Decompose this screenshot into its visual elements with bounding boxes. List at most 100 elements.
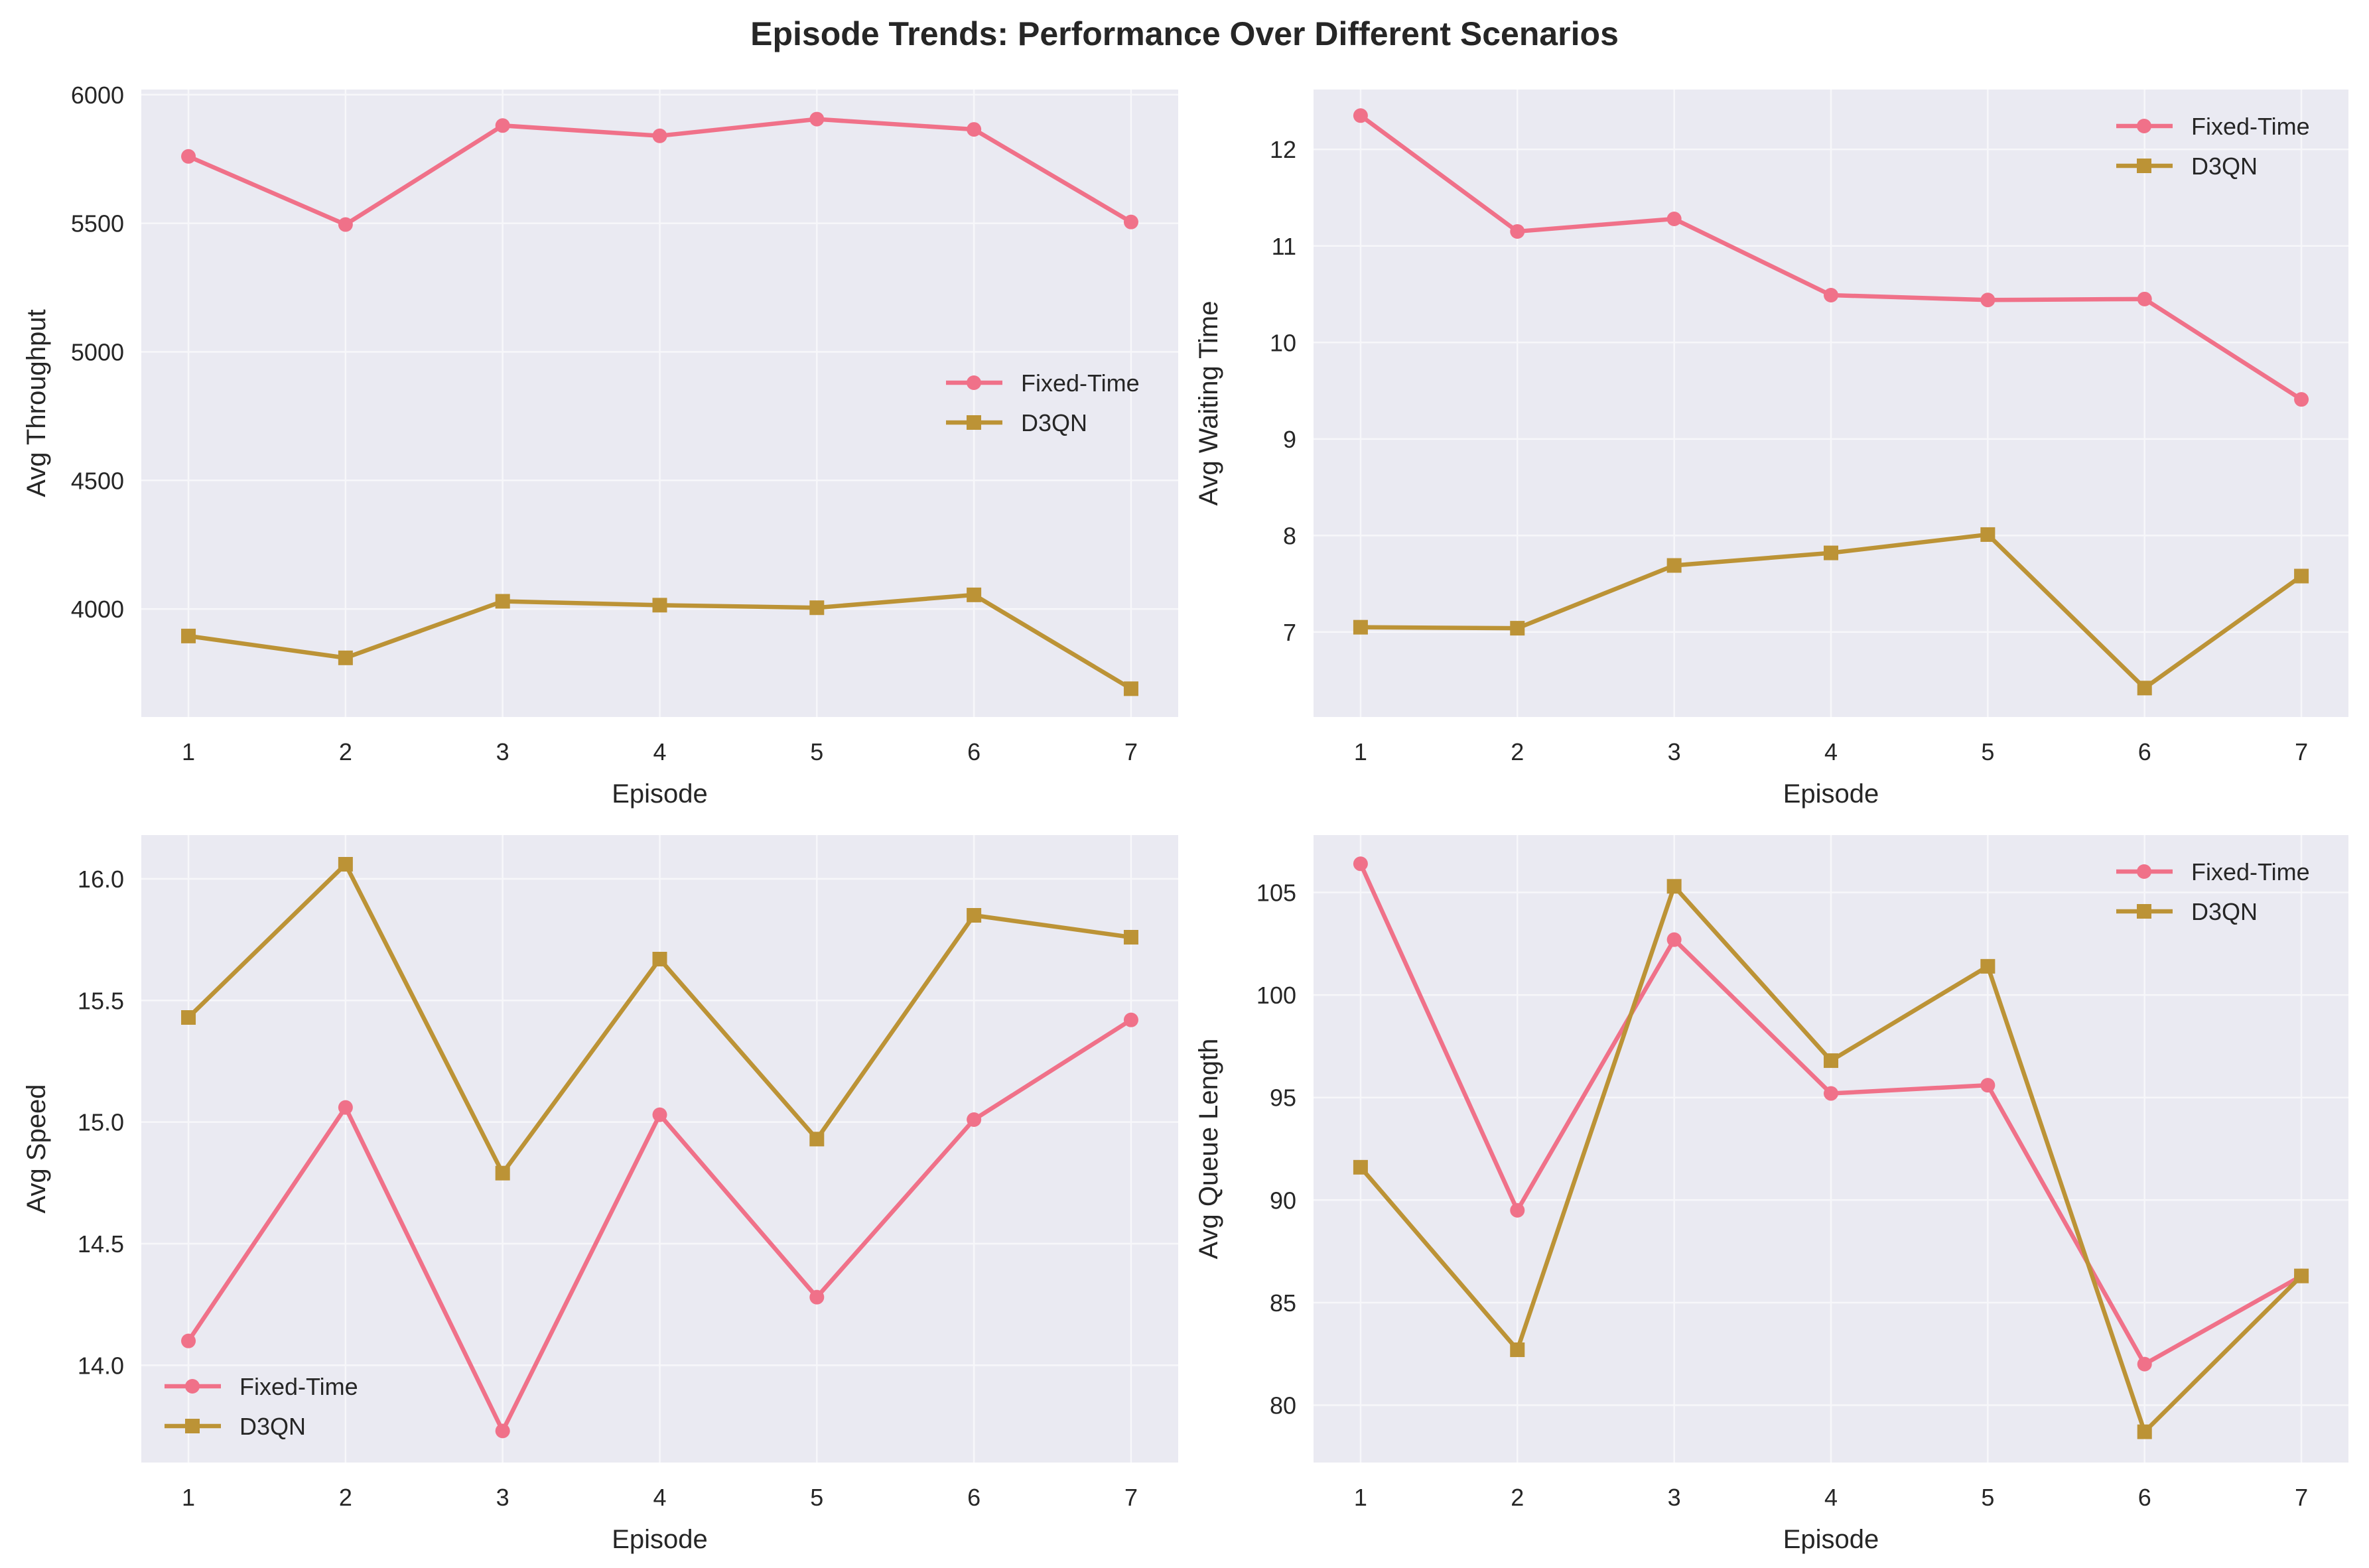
data-point	[809, 600, 825, 616]
data-point	[1980, 958, 1996, 974]
x-tick-label: 2	[339, 738, 352, 765]
y-tick-label: 80	[1270, 1392, 1296, 1419]
x-tick-label: 4	[1824, 1484, 1838, 1511]
x-tick-label: 1	[182, 738, 195, 765]
data-point	[652, 952, 667, 966]
x-tick-label: 6	[967, 738, 981, 765]
data-point	[1123, 681, 1138, 696]
data-point	[967, 1112, 982, 1127]
data-point	[2137, 1424, 2152, 1439]
chart-panel-1: 1 2 3 4 5 6 7 4000 4500 5000 5500 6000 Episode Avg Th…	[22, 82, 1178, 809]
legend-marker	[967, 375, 981, 390]
x-tick-label: 4	[653, 1484, 666, 1511]
data-point	[1510, 1342, 1525, 1357]
y-tick-label: 90	[1270, 1187, 1296, 1214]
x-tick-label: 7	[2295, 738, 2308, 765]
y-tick-label: 5000	[71, 338, 124, 365]
data-point	[338, 857, 353, 872]
y-tick-label: 9	[1283, 426, 1296, 453]
data-point	[181, 1010, 196, 1025]
data-point	[338, 1100, 353, 1115]
y-tick-label: 15.5	[78, 987, 124, 1014]
x-tick-label: 3	[1668, 738, 1681, 765]
y-tick-label: 7	[1283, 619, 1296, 646]
data-point	[1510, 621, 1525, 636]
legend-marker	[185, 1379, 200, 1394]
legend-label: Fixed-Time	[2191, 858, 2310, 885]
x-tick-label: 6	[2138, 1484, 2151, 1511]
legend: Fixed-Time D3QN	[2116, 858, 2310, 925]
y-axis-label: Avg Waiting Time	[1194, 300, 1223, 505]
y-axis-label: Avg Speed	[22, 1084, 51, 1214]
data-point	[1353, 1159, 1368, 1175]
data-point	[2294, 568, 2309, 584]
data-point	[338, 217, 353, 232]
y-tick-label: 8	[1283, 522, 1296, 549]
data-point	[495, 1165, 510, 1181]
x-tick-label: 5	[1981, 738, 1994, 765]
y-tick-label: 14.5	[78, 1230, 124, 1258]
data-point	[1123, 214, 1138, 229]
data-point	[181, 1333, 196, 1348]
data-point	[338, 650, 353, 665]
x-tick-label: 6	[967, 1484, 981, 1511]
legend-label: D3QN	[2191, 153, 2258, 180]
data-point	[495, 594, 510, 609]
data-point	[1510, 224, 1525, 239]
legend: Fixed-Time D3QN	[165, 1373, 358, 1440]
chart-panel-4: 1 2 3 4 5 6 7 80 85 90 95 100 105 Episode Avg Queue Le…	[1194, 835, 2348, 1554]
data-point	[1353, 856, 1368, 872]
data-point	[967, 587, 982, 602]
y-tick-label: 4000	[71, 596, 124, 623]
data-point	[1980, 293, 1996, 308]
data-point	[1824, 1086, 1838, 1101]
y-tick-label: 11	[1272, 233, 1296, 260]
data-point	[2137, 291, 2152, 306]
data-point	[1824, 287, 1838, 302]
x-tick-label: 6	[2138, 738, 2151, 765]
legend-marker	[967, 415, 981, 430]
data-point	[652, 598, 667, 613]
legend-label: D3QN	[2191, 898, 2258, 925]
y-tick-label: 4500	[71, 467, 124, 494]
y-tick-label: 15.0	[78, 1109, 124, 1136]
x-tick-label: 2	[1511, 1484, 1524, 1511]
data-point	[1824, 1053, 1838, 1069]
data-point	[809, 111, 825, 127]
x-tick-label: 2	[339, 1484, 352, 1511]
data-point	[1666, 558, 1682, 573]
x-tick-label: 7	[2295, 1484, 2308, 1511]
y-tick-label: 14.0	[78, 1352, 124, 1379]
legend-label: Fixed-Time	[239, 1373, 358, 1400]
x-axis-label: Episode	[1783, 779, 1879, 809]
legend: Fixed-Time D3QN	[946, 369, 1140, 436]
legend-label: D3QN	[239, 1413, 306, 1440]
data-point	[1980, 1078, 1996, 1093]
y-axis-label: Avg Throughput	[22, 309, 51, 497]
data-point	[809, 1289, 825, 1305]
x-tick-label: 3	[496, 738, 509, 765]
data-point	[1666, 932, 1682, 947]
y-tick-label: 10	[1270, 329, 1296, 356]
chart-panel-3: 1 2 3 4 5 6 7 14.0 14.5 15.0 15.5 16.0 Episode Avg Sp…	[22, 835, 1178, 1554]
x-tick-label: 2	[1511, 738, 1524, 765]
x-axis-label: Episode	[612, 1525, 708, 1554]
y-tick-label: 5500	[71, 210, 124, 237]
legend-label: D3QN	[1021, 409, 1087, 436]
x-tick-label: 5	[1981, 1484, 1994, 1511]
data-point	[1980, 527, 1996, 542]
data-point	[1824, 545, 1838, 560]
x-tick-label: 7	[1124, 1484, 1138, 1511]
data-point	[2294, 1268, 2309, 1283]
data-point	[967, 122, 982, 137]
legend-marker	[2137, 159, 2151, 173]
x-tick-label: 5	[810, 1484, 823, 1511]
legend-label: Fixed-Time	[2191, 113, 2310, 140]
figure-title: Episode Trends: Performance Over Differe…	[750, 15, 1619, 52]
data-point	[181, 628, 196, 643]
y-tick-label: 85	[1270, 1289, 1296, 1317]
data-point	[2294, 392, 2309, 407]
legend-label: Fixed-Time	[1021, 369, 1140, 397]
